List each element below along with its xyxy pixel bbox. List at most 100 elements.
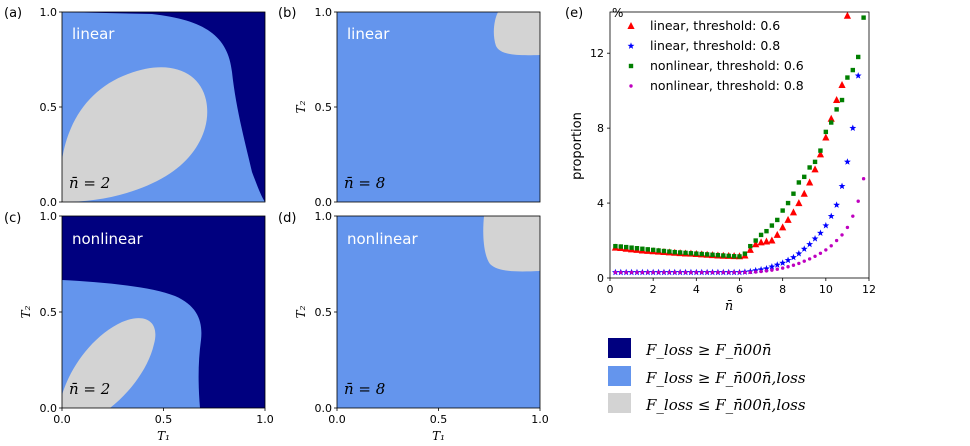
data-point: [823, 129, 829, 135]
data-point: [824, 248, 828, 252]
x-ticks: 0.0 0.5 1.0: [328, 413, 549, 426]
data-point: [816, 150, 825, 158]
tick-marks: [59, 215, 266, 411]
xtick-label: 10: [819, 283, 833, 296]
data-point: [753, 270, 758, 274]
data-point: [743, 270, 747, 275]
data-point: [856, 199, 860, 203]
data-markers: [611, 11, 866, 276]
data-point: [677, 250, 683, 255]
data-point: [746, 245, 754, 253]
data-point: [789, 208, 798, 216]
panel-label: (c): [4, 211, 21, 226]
data-point: [811, 235, 819, 242]
data-point: [833, 96, 841, 104]
y-ticks: 0.0 0.5 1.0: [40, 210, 58, 415]
data-point: [800, 245, 808, 252]
region-legend: F_loss ≥ F_n̄00n̄ F_loss ≥ F_n̄00n̄,loss…: [608, 338, 806, 414]
series-2: [613, 15, 866, 259]
panel-label: (b): [278, 6, 296, 21]
data-point: [786, 265, 790, 269]
panel-a: (a) linear n̄ = 2 0.0 0.5 1.0: [4, 6, 266, 209]
data-point: [757, 238, 765, 246]
data-point: [635, 270, 639, 275]
data-point: [715, 252, 721, 258]
y-axis-label: T₂: [294, 100, 308, 113]
data-point: [827, 114, 835, 122]
data-point: [839, 97, 845, 103]
y-ticks: 0.0 0.5 1.0: [315, 210, 333, 415]
data-point: [710, 270, 715, 275]
x-ticks: 0.0 0.5 1.0: [53, 413, 274, 426]
legend-entry: linear, threshold: 0.8: [650, 38, 780, 53]
data-point: [645, 247, 650, 252]
data-point: [779, 223, 787, 231]
data-point: [764, 228, 769, 234]
data-point: [850, 67, 856, 73]
panel-e-chart: (e) % proportion n̄ 0 2 4 6 8 10 12 0 4 8 12 linea…: [565, 6, 876, 314]
series-1: [611, 72, 862, 276]
panel-label: (a): [4, 6, 22, 21]
panel-d: (d) nonlinear n̄ = 8 T₂ 0.0 0.5 1.0 0.0 …: [278, 210, 549, 443]
data-point: [851, 214, 855, 218]
model-label: nonlinear: [72, 230, 143, 248]
ytick-label: 0.0: [40, 196, 58, 209]
legend-marker: [628, 63, 634, 69]
data-point: [773, 230, 781, 238]
ytick-label: 0.5: [40, 306, 58, 319]
data-point: [726, 253, 731, 259]
y-ticks: 0.0 0.5 1.0: [315, 6, 333, 209]
data-point: [827, 212, 835, 220]
axes-frame: [609, 11, 870, 279]
data-point: [785, 200, 791, 206]
data-point: [673, 270, 677, 275]
data-point: [752, 240, 760, 248]
data-point: [623, 244, 629, 250]
data-point: [768, 236, 776, 244]
xtick-label: 0.5: [430, 413, 448, 426]
data-point: [840, 233, 844, 237]
data-point: [694, 251, 699, 256]
model-label: linear: [72, 25, 115, 43]
data-point: [752, 266, 760, 274]
xtick-label: 1.0: [531, 413, 549, 426]
nbar-label: n̄ = 2: [69, 174, 110, 192]
xtick-label: 0: [607, 283, 614, 296]
unit-label: %: [612, 6, 623, 20]
data-point: [775, 267, 779, 271]
ytick-label: 0.0: [315, 196, 333, 209]
y-axis-label: proportion: [570, 112, 585, 180]
ytick-label: 0.0: [315, 402, 333, 415]
data-point: [705, 270, 709, 275]
xtick-label: 0.0: [53, 413, 71, 426]
ytick-label: 0.5: [40, 101, 58, 114]
xtick-label: 8: [779, 283, 786, 296]
data-point: [829, 120, 834, 125]
legend-swatch-medium: [608, 366, 631, 386]
region-light: [62, 67, 208, 202]
data-point: [667, 249, 672, 254]
legend-swatch-light: [608, 393, 631, 413]
data-point: [795, 250, 803, 257]
data-point: [784, 256, 792, 264]
data-point: [640, 270, 645, 275]
region-light: [493, 12, 540, 56]
region-light: [483, 216, 540, 272]
data-point: [806, 178, 814, 186]
data-point: [646, 270, 650, 275]
tick-marks: [334, 215, 541, 411]
nbar-label: n̄ = 2: [69, 380, 110, 398]
data-point: [656, 270, 661, 275]
nbar-label: n̄ = 8: [344, 174, 385, 192]
data-point: [759, 269, 763, 274]
data-point: [742, 251, 748, 256]
data-point: [802, 174, 807, 180]
data-point: [721, 253, 726, 258]
data-point: [662, 270, 666, 275]
panel-c: (c) nonlinear n̄ = 2 T₂ 0.0 0.5 1.0 0.0 …: [4, 210, 274, 443]
data-point: [834, 238, 839, 243]
y-ticks: 0.0 0.5 1.0: [40, 6, 58, 209]
data-point: [849, 124, 857, 132]
data-point: [768, 263, 776, 270]
x-axis-label: T₁: [432, 429, 445, 443]
